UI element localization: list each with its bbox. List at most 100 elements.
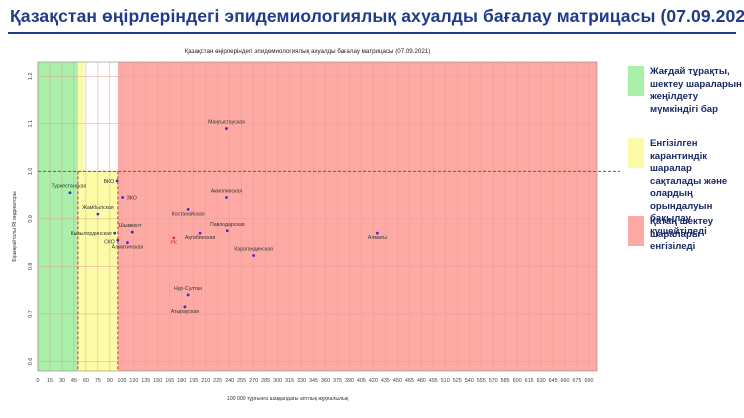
y-tick-label: 1.0: [28, 168, 34, 176]
x-tick-label: 195: [189, 378, 198, 384]
x-tick-label: 270: [249, 378, 258, 384]
x-tick-label: 360: [321, 378, 330, 384]
data-point-label: Алматы: [368, 235, 387, 241]
data-point: [252, 254, 256, 257]
x-tick-label: 435: [381, 378, 390, 384]
data-point: [96, 212, 100, 216]
legend-text-green: Жағдай тұрақты, шектеу шараларын жеңілде…: [650, 66, 742, 115]
data-point: [225, 127, 228, 130]
data-point-label: Маңғыстауская: [208, 120, 245, 126]
data-point: [225, 229, 229, 233]
data-point: [115, 179, 119, 183]
data-point-label: Атырауская: [171, 309, 200, 315]
data-point-label: Алматинская: [112, 245, 144, 251]
legend-swatch-red: [628, 216, 644, 246]
x-tick-label: 150: [153, 378, 162, 384]
x-tick-label: 405: [357, 378, 366, 384]
legend-swatch-green: [628, 66, 644, 96]
x-tick-label: 90: [107, 378, 113, 384]
x-tick-label: 555: [477, 378, 486, 384]
x-tick-label: 30: [59, 378, 65, 384]
y-tick-label: 1.1: [28, 120, 34, 128]
x-tick-label: 105: [117, 378, 126, 384]
x-tick-label: 180: [177, 378, 186, 384]
x-tick-label: 525: [453, 378, 462, 384]
y-tick-label: 0.6: [28, 358, 34, 366]
x-tick-label: 0: [37, 378, 40, 384]
data-point: [198, 231, 202, 235]
data-point: [113, 231, 117, 235]
x-tick-label: 630: [537, 378, 546, 384]
legend-text-yellow: Енгізілген карантиндік шаралар сақталады…: [650, 138, 728, 237]
x-tick-label: 285: [261, 378, 270, 384]
x-tick-label: 690: [585, 378, 594, 384]
x-tick-label: 645: [549, 378, 558, 384]
zone-yellow-top: [77, 62, 85, 172]
x-axis-label: 100 000 тұрғынға шаққандағы аптлық жұқпа…: [227, 396, 349, 402]
data-point-label: Павлодарская: [210, 222, 245, 228]
data-point-label: Шымкент: [119, 223, 142, 229]
data-point-label: Костанайская: [172, 210, 205, 217]
x-tick-label: 510: [441, 378, 450, 384]
y-tick-label: 0.8: [28, 263, 34, 271]
y-tick-label: 1.2: [28, 73, 34, 81]
data-point-label: Туркестанская: [52, 184, 87, 190]
title-underline: [8, 32, 736, 34]
data-point-label: Кызылординская: [71, 231, 112, 237]
y-tick-label: 0.9: [28, 215, 34, 223]
x-tick-label: 480: [417, 378, 426, 384]
grid-lines: [37, 62, 597, 371]
data-point-label: РК: [171, 240, 177, 246]
x-tick-label: 615: [525, 378, 534, 384]
data-point: [121, 196, 125, 199]
data-point: [183, 305, 187, 309]
data-point-label: Акмолинская: [211, 188, 243, 194]
x-tick-label: 330: [297, 378, 306, 384]
x-tick-label: 240: [225, 378, 234, 384]
data-point: [225, 196, 228, 199]
x-tick-label: 165: [165, 378, 174, 384]
data-point: [130, 230, 134, 234]
data-point-label: Нур-Султан: [174, 286, 202, 292]
x-tick-label: 585: [501, 378, 510, 384]
data-point-label: СКО: [104, 239, 115, 245]
scatter-chart: Қазақстан өңірлеріндегі эпидемиологиялық…: [11, 48, 620, 402]
x-tick-label: 495: [429, 378, 438, 384]
x-tick-label: 540: [465, 378, 474, 384]
x-tick-label: 255: [237, 378, 246, 384]
x-tick-label: 45: [71, 378, 77, 384]
data-point-label: ЗКО: [127, 195, 137, 201]
x-tick-label: 345: [309, 378, 318, 384]
data-point: [116, 238, 120, 242]
data-point: [126, 241, 129, 245]
x-tick-label: 225: [213, 378, 222, 384]
data-point: [186, 207, 190, 211]
page-title: Қазақстан өңірлеріндегі эпидемиологиялық…: [10, 6, 744, 26]
x-tick-label: 60: [83, 378, 89, 384]
legend-text-red: Қатаң шектеу шаралары енгізіледі: [650, 216, 714, 252]
x-tick-label: 135: [141, 378, 150, 384]
legend-swatch-yellow: [628, 138, 644, 168]
x-tick-label: 315: [285, 378, 294, 384]
x-tick-label: 465: [405, 378, 414, 384]
chart-title: Қазақстан өңірлеріндегі эпидемиологиялық…: [185, 48, 431, 55]
x-tick-label: 300: [273, 378, 282, 384]
x-tick-label: 375: [333, 378, 342, 384]
x-tick-label: 660: [561, 378, 570, 384]
y-axis-label: Бірыңғайтолы Rt индикаторы: [11, 191, 18, 262]
data-point-label: Карагандинская: [234, 246, 273, 252]
x-tick-label: 600: [513, 378, 522, 384]
x-tick-label: 675: [573, 378, 582, 384]
y-tick-label: 0.7: [28, 310, 34, 318]
x-tick-label: 75: [95, 378, 101, 384]
data-point: [68, 191, 72, 195]
data-point-label: Ақтөбинская: [185, 235, 216, 241]
zone-green: [38, 62, 78, 371]
data-point: [186, 293, 190, 297]
x-tick-label: 570: [489, 378, 498, 384]
x-tick-label: 450: [393, 378, 402, 384]
x-tick-label: 420: [369, 378, 378, 384]
data-point: [375, 231, 379, 235]
x-tick-label: 390: [345, 378, 354, 384]
data-point-label: ВКО: [104, 179, 114, 185]
